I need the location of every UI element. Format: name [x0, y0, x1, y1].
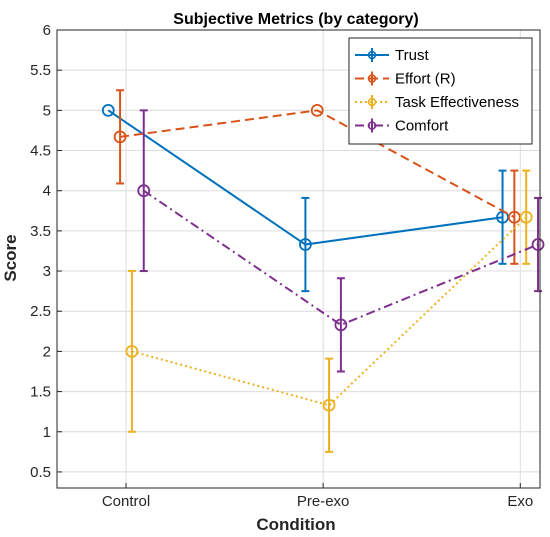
series-line: [143, 189, 539, 327]
legend-label: Comfort: [395, 118, 449, 135]
plot-frame: [56, 29, 541, 489]
legend-label: Trust: [395, 47, 429, 64]
series-task-effectiveness: [125, 169, 533, 453]
x-tick-label: Control: [102, 493, 150, 510]
y-tick-label: 4: [43, 183, 51, 200]
x-axis-label: Condition: [256, 515, 335, 534]
legend-item: Effort (R): [355, 71, 456, 88]
legend-marker: [367, 74, 377, 83]
y-tick-label: 3.5: [30, 223, 51, 240]
series-comfort: [137, 109, 545, 373]
chart-title: Subjective Metrics (by category): [173, 11, 418, 28]
legend: Trust Effort (R) Task Effectiveness Comfort: [348, 37, 533, 145]
data-point: [322, 398, 336, 412]
y-tick-label: 5: [43, 102, 51, 119]
y-tick-label: 6: [43, 22, 51, 39]
y-tick-label: 4.5: [30, 143, 51, 160]
y-tick-label: 2: [43, 343, 51, 360]
legend-marker: [367, 50, 377, 60]
legend-label: Effort (R): [395, 71, 456, 88]
data-point: [310, 103, 324, 117]
y-tick-label: 2.5: [30, 303, 51, 320]
x-tick-label: Pre-exo: [297, 493, 350, 510]
series-line: [119, 109, 515, 219]
series-line: [131, 216, 527, 407]
series-effort-r: [113, 89, 521, 265]
data-point: [519, 210, 533, 224]
legend-item: Comfort: [355, 118, 449, 135]
data-point: [137, 184, 151, 198]
y-tick-label: 1: [43, 424, 51, 441]
data-point: [125, 345, 139, 358]
data-point: [531, 238, 545, 251]
y-axis-label: Score: [1, 234, 20, 281]
data-point: [334, 318, 348, 332]
data-point: [113, 130, 127, 144]
plot-series: [101, 89, 545, 453]
axis-ticks: 0.5 1 1.5 2 2.5 3 3.5 4 4.5 5 5.5 6 Control Pre-exo Ex…: [30, 22, 533, 510]
legend-marker: [367, 97, 377, 107]
y-tick-label: 0.5: [30, 464, 51, 481]
y-tick-label: 3: [43, 263, 51, 280]
legend-label: Task Effectiveness: [395, 94, 519, 111]
data-point: [101, 103, 115, 117]
series-trust: [101, 103, 509, 293]
legend-item: Task Effectiveness: [355, 94, 519, 111]
y-tick-label: 5.5: [30, 62, 51, 79]
x-tick-label: Exo: [507, 493, 533, 510]
legend-marker: [367, 121, 377, 130]
data-point: [298, 238, 312, 251]
legend-item: Trust: [355, 47, 429, 64]
y-tick-label: 1.5: [30, 384, 51, 401]
